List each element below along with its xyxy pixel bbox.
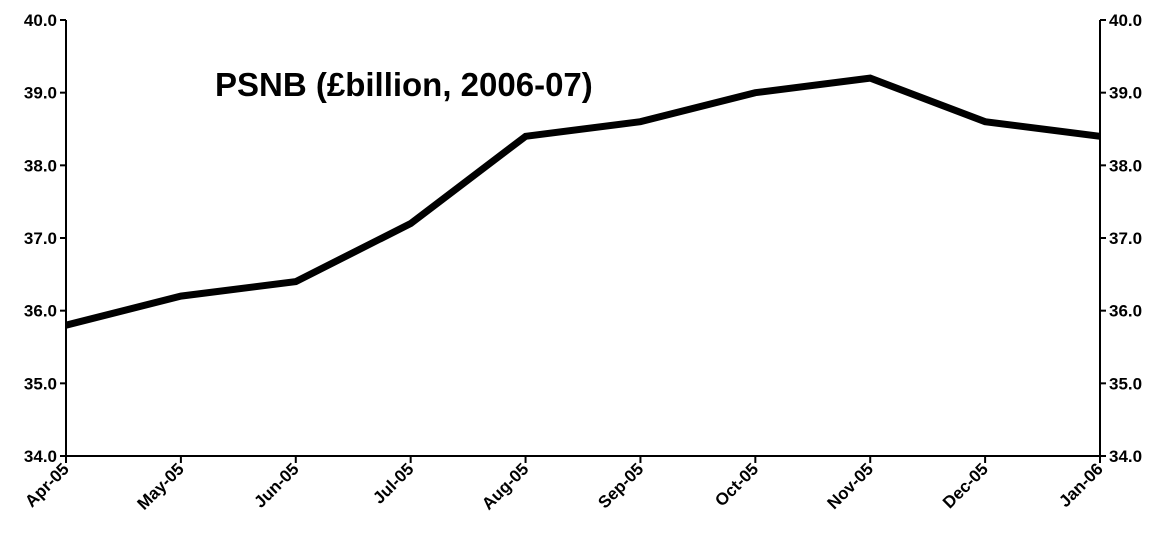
x-tick-label: Aug-05 [478,459,532,513]
x-tick-label: Sep-05 [594,459,647,512]
y-tick-label-right: 36.0 [1109,302,1142,321]
y-tick-label-left: 34.0 [24,447,57,466]
chart-title: PSNB (£billion, 2006-07) [215,66,593,103]
y-tick-label-left: 38.0 [24,156,57,175]
y-tick-label-right: 37.0 [1109,229,1142,248]
series-line [65,74,1101,329]
x-tick-label: Jan-06 [1055,459,1107,511]
x-tick-label: Nov-05 [824,459,878,513]
y-tick-label-right: 40.0 [1109,11,1142,30]
y-tick-label-right: 38.0 [1109,156,1142,175]
y-tick-label-right: 39.0 [1109,84,1142,103]
x-tick-label: Jul-05 [369,459,417,507]
y-tick-label-left: 36.0 [24,302,57,321]
y-tick-label-right: 35.0 [1109,374,1142,393]
y-tick-label-left: 40.0 [24,11,57,30]
x-tick-label: Apr-05 [21,459,73,511]
x-tick-label: Jun-05 [250,459,302,511]
y-tick-label-left: 35.0 [24,374,57,393]
y-tick-label-left: 37.0 [24,229,57,248]
series-layer [65,74,1101,329]
y-tick-label-right: 34.0 [1109,447,1142,466]
x-tick-label: Oct-05 [711,459,762,510]
y-tick-label-left: 39.0 [24,84,57,103]
x-tick-label: May-05 [134,459,188,513]
x-tick-label: Dec-05 [939,459,992,512]
